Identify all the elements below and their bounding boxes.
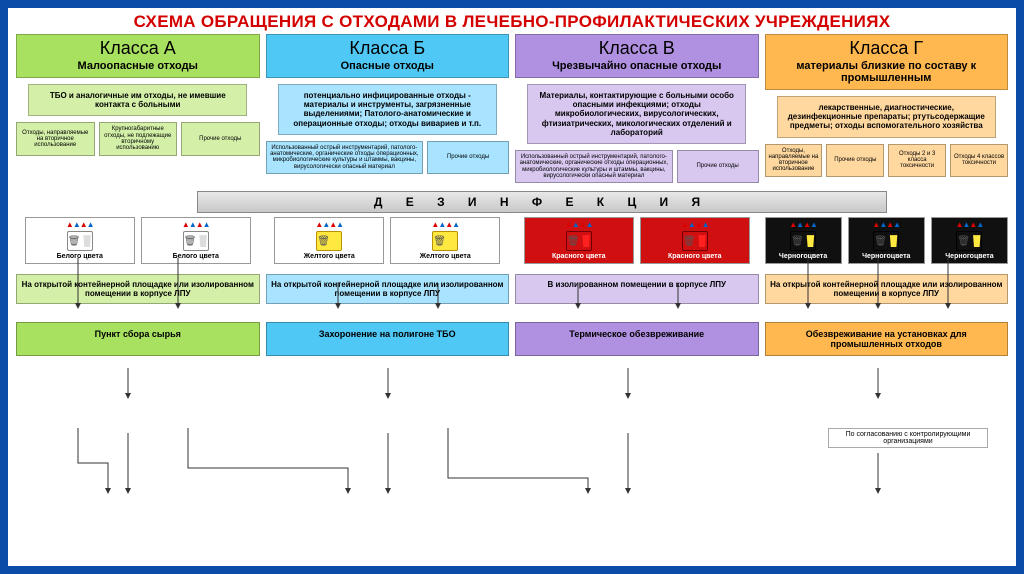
head-B: Класса Б Опасные отходы — [266, 34, 510, 78]
desc-V: Материалы, контактирующие с больными осо… — [527, 84, 746, 144]
cont-B: На открытой контейнерной площадке или из… — [266, 274, 510, 304]
subrow-A: Отходы, направляемые на вторичное исполь… — [16, 122, 260, 155]
sub-B-0: Использованный острый инструментарий, па… — [266, 141, 424, 174]
bin-G-2: ▲▲▲▲ 🗑 Черногоцвета — [931, 217, 1008, 264]
cont-G: На открытой контейнерной площадке или из… — [765, 274, 1009, 304]
sub-B-1: Прочие отходы — [427, 141, 509, 174]
bin-G-1: ▲▲▲▲ 🗑 Черногоцвета — [848, 217, 925, 264]
head-A: Класса А Малоопасные отходы — [16, 34, 260, 78]
container-row: На открытой контейнерной площадке или из… — [8, 274, 1016, 304]
sub-G-1: Прочие отходы — [826, 144, 884, 177]
bin-V-1: ▲▲▲▲ 🗑 Красного цвета — [640, 217, 750, 264]
sub-A-2: Прочие отходы — [181, 122, 260, 155]
col-B: Класса Б Опасные отходы потенциально инф… — [266, 34, 510, 183]
final-V: Термическое обезвреживание — [515, 322, 759, 356]
final-A: Пункт сбора сырья — [16, 322, 260, 356]
bins-A: ▲▲▲▲ 🗑 Белого цвета ▲▲▲▲ 🗑 Белого цвета — [16, 217, 260, 264]
class-sub-B: Опасные отходы — [271, 60, 505, 72]
sub-G-3: Отходы 4 классов токсичности — [950, 144, 1008, 177]
subrow-V: Использованный острый инструментарий, па… — [515, 150, 759, 183]
class-name-B: Класса Б — [271, 38, 505, 59]
bins-V: ▲▲▲▲ 🗑 Красного цвета ▲▲▲▲ 🗑 Красного цв… — [515, 217, 759, 264]
final-B: Захоронение на полигоне ТБО — [266, 322, 510, 356]
note-G: По согласованию с контролирующими органи… — [828, 428, 988, 448]
poster-frame: СХЕМА ОБРАЩЕНИЯ С ОТХОДАМИ В ЛЕЧЕБНО-ПРО… — [6, 6, 1018, 568]
class-name-G: Класса Г — [770, 38, 1004, 59]
cont-V: В изолированном помещении в корпусе ЛПУ — [515, 274, 759, 304]
head-V: Класса В Чрезвычайно опасные отходы — [515, 34, 759, 78]
class-sub-G: материалы близкие по составу к промышлен… — [770, 60, 1004, 84]
subrow-G: Отходы, направляемые на вторичное исполь… — [765, 144, 1009, 177]
sub-V-1: Прочие отходы — [677, 150, 759, 183]
sub-A-1: Крупногабаритные отходы, не подлежащие в… — [99, 122, 178, 155]
bin-B-0: ▲▲▲▲ 🗑 Желтого цвета — [274, 217, 384, 264]
subrow-B: Использованный острый инструментарий, па… — [266, 141, 510, 174]
class-sub-V: Чрезвычайно опасные отходы — [520, 60, 754, 72]
sub-V-0: Использованный острый инструментарий, па… — [515, 150, 673, 183]
main-title: СХЕМА ОБРАЩЕНИЯ С ОТХОДАМИ В ЛЕЧЕБНО-ПРО… — [8, 8, 1016, 34]
col-V: Класса В Чрезвычайно опасные отходы Мате… — [515, 34, 759, 183]
sub-A-0: Отходы, направляемые на вторичное исполь… — [16, 122, 95, 155]
bins-B: ▲▲▲▲ 🗑 Желтого цвета ▲▲▲▲ 🗑 Желтого цвет… — [266, 217, 510, 264]
class-name-A: Класса А — [21, 38, 255, 59]
class-sub-A: Малоопасные отходы — [21, 60, 255, 72]
bins-G: ▲▲▲▲ 🗑 Черногоцвета ▲▲▲▲ 🗑 Черногоцвета … — [765, 217, 1009, 264]
cont-A: На открытой контейнерной площадке или из… — [16, 274, 260, 304]
sub-G-2: Отходы 2 и 3 класса токсичности — [888, 144, 946, 177]
bin-V-0: ▲▲▲▲ 🗑 Красного цвета — [524, 217, 634, 264]
bin-G-0: ▲▲▲▲ 🗑 Черногоцвета — [765, 217, 842, 264]
final-G: Обезвреживание на установках для промышл… — [765, 322, 1009, 356]
bin-row: ▲▲▲▲ 🗑 Белого цвета ▲▲▲▲ 🗑 Белого цвета … — [8, 217, 1016, 264]
desc-G: лекарственные, диагностические, дезинфек… — [777, 96, 996, 138]
bin-B-1: ▲▲▲▲ 🗑 Желтого цвета — [390, 217, 500, 264]
head-G: Класса Г материалы близкие по составу к … — [765, 34, 1009, 90]
desc-A: ТБО и аналогичные им отходы, не имевшие … — [28, 84, 247, 116]
disinfection-bar: Д Е З И Н Ф Е К Ц И Я — [197, 191, 887, 213]
final-row: Пункт сбора сырья Захоронение на полигон… — [8, 322, 1016, 356]
bin-A-0: ▲▲▲▲ 🗑 Белого цвета — [25, 217, 135, 264]
class-columns: Класса А Малоопасные отходы ТБО и аналог… — [8, 34, 1016, 183]
col-G: Класса Г материалы близкие по составу к … — [765, 34, 1009, 183]
desc-B: потенциально инфицированные отходы - мат… — [278, 84, 497, 135]
bin-A-1: ▲▲▲▲ 🗑 Белого цвета — [141, 217, 251, 264]
class-name-V: Класса В — [520, 38, 754, 59]
col-A: Класса А Малоопасные отходы ТБО и аналог… — [16, 34, 260, 183]
sub-G-0: Отходы, направляемые на вторичное исполь… — [765, 144, 823, 177]
